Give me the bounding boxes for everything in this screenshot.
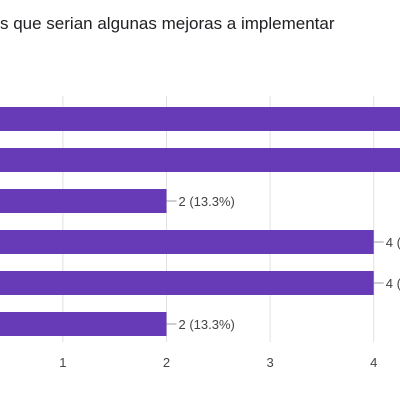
bar <box>0 230 374 254</box>
data-label: 4 (2 <box>386 276 400 291</box>
bar <box>0 148 400 172</box>
bar <box>0 312 167 336</box>
x-tick-label: 1 <box>59 355 66 370</box>
bar <box>0 189 167 213</box>
chart-title: s que serian algunas mejoras a implement… <box>0 14 335 33</box>
bar <box>0 107 400 131</box>
data-label: 2 (13.3%) <box>179 194 235 209</box>
x-tick-label: 2 <box>163 355 170 370</box>
bar <box>0 271 374 295</box>
x-tick-label: 3 <box>267 355 274 370</box>
data-label: 4 (2 <box>386 235 400 250</box>
data-label: 2 (13.3%) <box>179 317 235 332</box>
x-tick-label: 4 <box>370 355 377 370</box>
